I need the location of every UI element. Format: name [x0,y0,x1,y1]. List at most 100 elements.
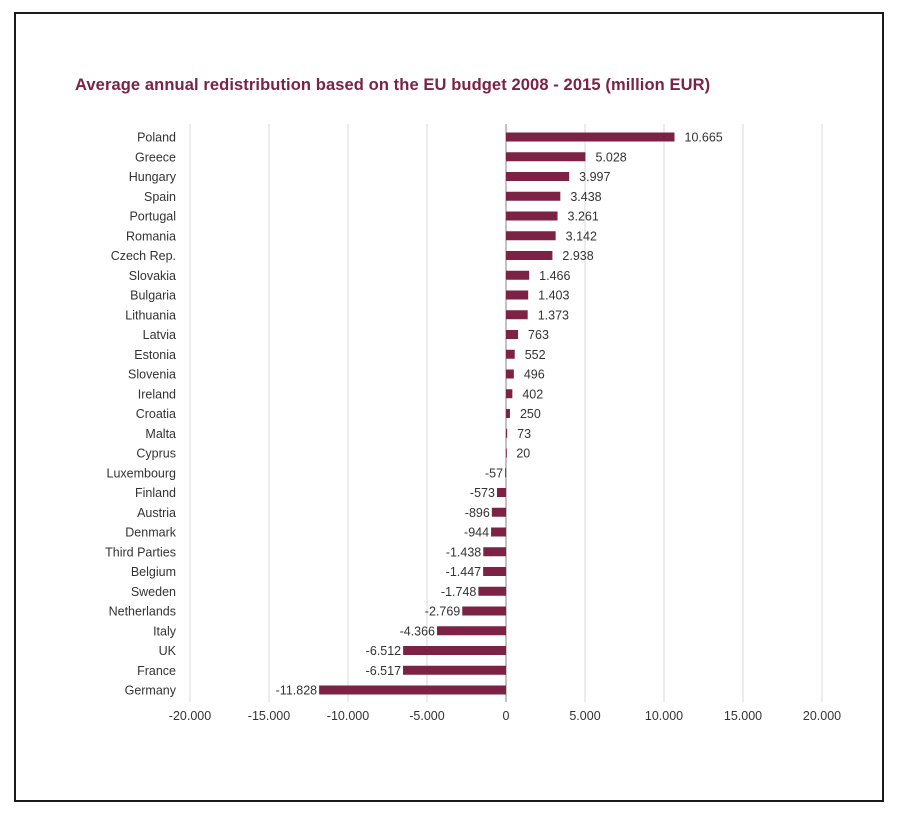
data-label: 3.261 [568,210,599,224]
category-label: Luxembourg [107,466,177,480]
data-label: -573 [470,486,495,500]
data-label: -57 [485,466,503,480]
category-label: Bulgaria [130,289,176,303]
bar [506,330,519,339]
data-label: -944 [464,526,489,540]
data-label: 1.466 [539,269,570,283]
data-label: -6.517 [366,664,401,678]
category-label: Denmark [125,526,176,540]
category-label: Poland [137,131,176,145]
data-label: -11.828 [276,684,318,698]
x-tick-label: -5.000 [409,709,444,723]
category-label: Ireland [138,387,176,401]
x-tick-label: 20.000 [803,709,841,723]
x-tick-label: -15.000 [248,709,290,723]
bar [505,468,506,478]
category-label: Lithuania [125,308,176,322]
bar [506,310,528,320]
x-tick-label: -20.000 [169,709,211,723]
category-label: Estonia [134,348,176,362]
data-label: -1.447 [446,565,481,579]
bar [403,665,506,675]
data-label: -4.366 [400,624,435,638]
bar [506,389,513,399]
bar-layer [319,132,675,695]
bar [506,409,510,418]
data-label: -2.769 [425,605,460,619]
category-label: Romania [126,229,176,243]
bar [506,172,570,181]
bar [506,349,515,359]
category-label: Hungary [129,170,177,184]
data-label: 2.938 [562,249,593,263]
chart-title: Average annual redistribution based on t… [75,76,711,94]
category-label: Italy [153,624,177,638]
data-label: 552 [525,348,546,362]
category-label: Belgium [131,565,176,579]
category-label: Slovenia [128,368,176,382]
axis-layer: -20.000 -15.000 -10.000 -5.000 0 5.000 10.000 1… [169,709,841,723]
bar [506,251,553,260]
category-label: Slovakia [129,269,176,283]
category-label: Germany [125,684,177,698]
bar [506,428,508,438]
category-label: Croatia [136,407,176,421]
bar [462,606,506,616]
label-layer: Poland 10.665 Greece 5.028 Hungary 3.997 Spain… [105,131,723,698]
data-label: 5.028 [595,150,626,164]
x-tick-label: -10.000 [327,709,369,723]
category-label: Portugal [129,210,176,224]
category-label: Netherlands [109,605,176,619]
data-label: 496 [524,368,545,382]
data-label: 3.997 [579,170,610,184]
data-label: 763 [528,328,549,342]
bar [506,448,507,458]
data-label: 3.142 [566,229,597,243]
data-label: 3.438 [570,190,601,204]
bar [506,270,530,280]
bar [506,290,529,300]
x-tick-label: 15.000 [724,709,762,723]
bar [506,231,556,241]
category-label: Spain [144,190,176,204]
category-label: Finland [135,486,176,500]
bar [478,586,506,596]
data-label: 73 [517,427,531,441]
category-label: Cyprus [136,447,176,461]
data-label: 10.665 [685,131,723,145]
data-label: 402 [522,387,543,401]
x-tick-label: 5.000 [569,709,600,723]
data-label: -1.748 [441,585,476,599]
bar [403,646,506,655]
x-tick-label: 10.000 [645,709,683,723]
x-tick-label: 0 [503,709,510,723]
bar [491,527,506,537]
data-label: -896 [465,506,490,520]
category-label: France [137,664,176,678]
bar [506,191,561,201]
bar [437,626,506,636]
category-label: Third Parties [105,545,176,559]
category-label: UK [159,644,177,658]
data-label: 250 [520,407,541,421]
category-label: Austria [137,506,176,520]
bar [506,152,586,162]
category-label: Latvia [143,328,176,342]
data-label: -6.512 [366,644,401,658]
data-label: -1.438 [446,545,481,559]
category-label: Greece [135,150,176,164]
category-label: Malta [145,427,176,441]
bar [483,567,506,576]
bar [496,488,506,497]
bar [506,211,558,221]
bar [483,547,506,557]
category-label: Sweden [131,585,176,599]
data-label: 20 [516,447,530,461]
bar [506,369,514,379]
category-label: Czech Rep. [111,249,176,263]
bar [506,132,675,142]
data-label: 1.373 [538,308,569,322]
bar [491,507,506,517]
bar [319,685,506,695]
